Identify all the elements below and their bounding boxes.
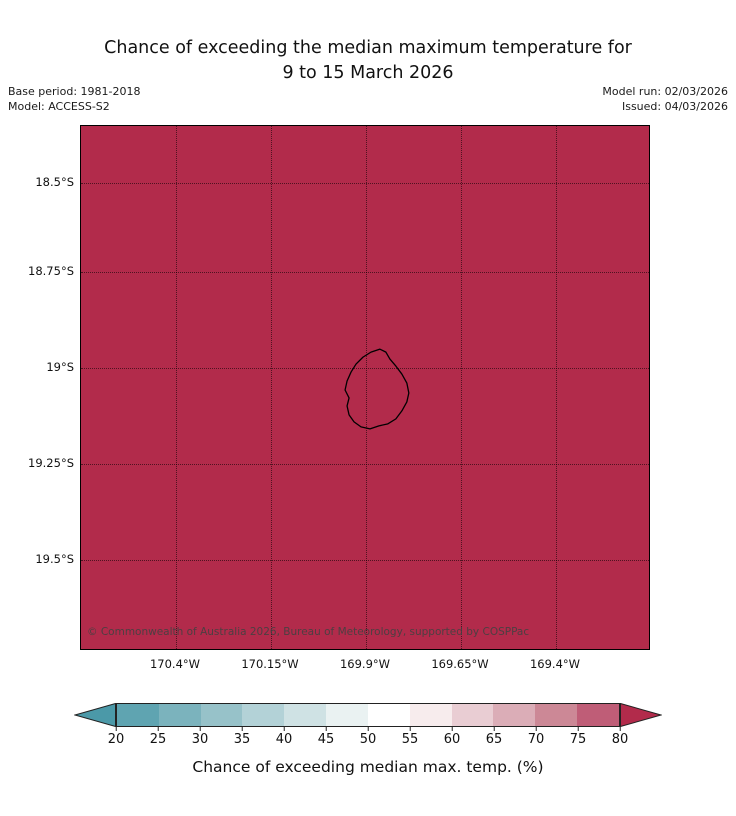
colorbar-segment xyxy=(158,704,201,726)
probability-map: © Commonwealth of Australia 2026, Bureau… xyxy=(80,125,650,650)
colorbar-segment xyxy=(200,704,243,726)
issued-text: Issued: 04/03/2026 xyxy=(621,100,728,113)
gridline-vertical xyxy=(461,126,462,649)
colorbar-segment xyxy=(451,704,494,726)
lon-tick-label: 169.4°W xyxy=(529,657,581,671)
lat-tick-label: 19.25°S xyxy=(28,456,74,470)
lat-tick-label: 19.5°S xyxy=(35,552,74,566)
gridline-horizontal xyxy=(81,464,649,465)
colorbar-tick-value: 60 xyxy=(443,732,461,747)
colorbar-tick-mark xyxy=(451,727,453,731)
colorbar-segment xyxy=(326,704,368,726)
colorbar-tick-value: 50 xyxy=(359,732,377,747)
colorbar-tick-mark xyxy=(577,727,579,731)
gridline-horizontal xyxy=(81,368,649,369)
model-run-text: Model run: 02/03/2026 xyxy=(602,85,728,98)
colorbar-tick: 80 xyxy=(611,727,629,747)
colorbar-segments xyxy=(116,703,620,727)
gridline-horizontal xyxy=(81,560,649,561)
colorbar-tick-value: 45 xyxy=(317,732,335,747)
colorbar-tick-value: 25 xyxy=(149,732,167,747)
colorbar-tick-mark xyxy=(241,727,243,731)
colorbar-tick: 60 xyxy=(443,727,461,747)
colorbar-tick-value: 35 xyxy=(233,732,251,747)
page-title-line2: 9 to 15 March 2026 xyxy=(282,63,454,83)
colorbar-tick: 35 xyxy=(233,727,251,747)
colorbar-segment xyxy=(577,704,619,726)
colorbar-tick-mark xyxy=(493,727,495,731)
lon-tick-label: 170.4°W xyxy=(149,657,201,671)
gridline-vertical xyxy=(176,126,177,649)
colorbar-segment xyxy=(493,704,536,726)
gridline-vertical xyxy=(271,126,272,649)
colorbar-tick-mark xyxy=(157,727,159,731)
island-outline xyxy=(344,348,410,430)
colorbar-tick: 25 xyxy=(149,727,167,747)
colorbar-label: Chance of exceeding median max. temp. (%… xyxy=(192,758,544,776)
lat-tick-label: 18.5°S xyxy=(35,175,74,189)
island-outline-layer xyxy=(344,348,410,430)
colorbar-tick-value: 20 xyxy=(107,732,125,747)
colorbar-bar xyxy=(74,703,662,727)
colorbar-segment xyxy=(367,704,410,726)
colorbar-left-arrow xyxy=(74,703,116,727)
gridline-vertical xyxy=(366,126,367,649)
gridline-horizontal xyxy=(81,183,649,184)
colorbar-tick-value: 55 xyxy=(401,732,419,747)
colorbar-tick-value: 65 xyxy=(485,732,503,747)
colorbar-tick-value: 30 xyxy=(191,732,209,747)
colorbar-tick-mark xyxy=(535,727,537,731)
lon-tick-label: 169.65°W xyxy=(431,657,489,671)
base-period-text: Base period: 1981-2018 xyxy=(8,85,141,98)
meta-right: Model run: 02/03/2026 Issued: 04/03/2026 xyxy=(602,84,728,114)
colorbar-tick: 75 xyxy=(569,727,587,747)
colorbar-tick-value: 40 xyxy=(275,732,293,747)
colorbar-segment xyxy=(242,704,285,726)
colorbar-segment xyxy=(284,704,327,726)
colorbar-ticks: 20 25 30 35 40 45 50 55 60 65 70 75 80 xyxy=(108,727,628,751)
lat-tick-label: 18.75°S xyxy=(28,264,74,278)
page-title: Chance of exceeding the median maximum t… xyxy=(0,36,736,86)
colorbar-tick: 65 xyxy=(485,727,503,747)
colorbar-tick: 30 xyxy=(191,727,209,747)
lat-tick-label: 19°S xyxy=(46,360,74,374)
colorbar-tick-value: 80 xyxy=(611,732,629,747)
meta-left: Base period: 1981-2018 Model: ACCESS-S2 xyxy=(8,84,140,114)
page-title-line1: Chance of exceeding the median maximum t… xyxy=(104,38,632,58)
colorbar-tick: 40 xyxy=(275,727,293,747)
colorbar-tick: 70 xyxy=(527,727,545,747)
colorbar-tick-value: 70 xyxy=(527,732,545,747)
model-text: Model: ACCESS-S2 xyxy=(8,100,110,113)
colorbar: 20 25 30 35 40 45 50 55 60 65 70 75 80 xyxy=(74,703,662,751)
gridline-horizontal xyxy=(81,272,649,273)
colorbar-tick: 50 xyxy=(359,727,377,747)
colorbar-tick-mark xyxy=(283,727,285,731)
copyright-text: © Commonwealth of Australia 2026, Bureau… xyxy=(87,626,530,638)
colorbar-segment xyxy=(117,704,159,726)
colorbar-segment xyxy=(535,704,578,726)
colorbar-tick-mark xyxy=(367,727,369,731)
colorbar-tick-mark xyxy=(199,727,201,731)
gridline-vertical xyxy=(556,126,557,649)
colorbar-right-arrow xyxy=(620,703,662,727)
lon-tick-label: 169.9°W xyxy=(339,657,391,671)
colorbar-segment xyxy=(409,704,452,726)
colorbar-tick-mark xyxy=(409,727,411,731)
colorbar-tick-mark xyxy=(325,727,327,731)
colorbar-tick-mark xyxy=(115,727,117,731)
lon-tick-label: 170.15°W xyxy=(241,657,299,671)
colorbar-tick: 55 xyxy=(401,727,419,747)
colorbar-tick: 20 xyxy=(107,727,125,747)
colorbar-tick-mark xyxy=(619,727,621,731)
colorbar-tick: 45 xyxy=(317,727,335,747)
colorbar-tick-value: 75 xyxy=(569,732,587,747)
